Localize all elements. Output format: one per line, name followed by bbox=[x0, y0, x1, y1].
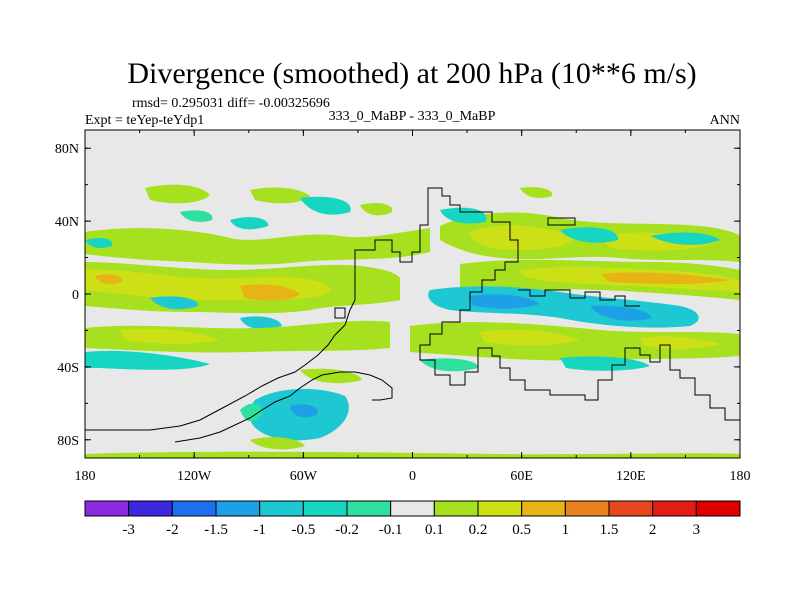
colorbar-swatch bbox=[302, 500, 348, 517]
coastline-island-1 bbox=[334, 307, 346, 319]
colorbar-label: -1.5 bbox=[204, 522, 228, 538]
colorbar-label: -0.1 bbox=[379, 522, 403, 538]
y-tick-labels: 80N 40N 0 40S 80S bbox=[55, 142, 79, 449]
contour-negative bbox=[240, 316, 282, 330]
colorbar-label: -1 bbox=[253, 522, 266, 538]
colorbar-swatch bbox=[608, 500, 654, 517]
colorbar-label: 2 bbox=[649, 522, 657, 538]
coastline-south-america bbox=[174, 371, 393, 443]
y-tick-label: 80N bbox=[55, 142, 79, 157]
contour-positive bbox=[250, 437, 305, 450]
contour-negative bbox=[150, 296, 199, 310]
colorbar-swatch bbox=[477, 500, 523, 517]
expt-label: Expt = teYep-teYdp1 bbox=[85, 113, 204, 128]
y-tick-label: 40S bbox=[57, 361, 79, 376]
x-tick-label: 120E bbox=[616, 469, 646, 484]
contour-negative bbox=[240, 403, 262, 422]
colorbar-swatch bbox=[84, 500, 130, 517]
map-panel: 180 120W 60W 0 60E 120E 180 80N 40N 0 40S 80S bbox=[55, 129, 751, 484]
contour-positive bbox=[470, 225, 573, 250]
colorbar: -3 -2 -1.5 -1 -0.5 -0.2 -0.1 0.1 0.2 0.5 1 1.5 2 3 bbox=[84, 500, 741, 538]
x-tick-label: 60E bbox=[510, 469, 533, 484]
contour-negative bbox=[470, 294, 540, 309]
contour-positive bbox=[240, 284, 300, 301]
colorbar-label: -3 bbox=[122, 522, 135, 538]
colorbar-label: -2 bbox=[166, 522, 179, 538]
contour-negative bbox=[650, 232, 720, 245]
y-tick-label: 40N bbox=[55, 215, 79, 230]
contour-positive bbox=[120, 328, 220, 344]
contour-positive bbox=[520, 187, 553, 198]
colorbar-label: 3 bbox=[693, 522, 701, 538]
colorbar-label: 0.5 bbox=[512, 522, 531, 538]
contour-negative bbox=[230, 217, 269, 230]
colorbar-swatch bbox=[433, 500, 479, 517]
season-label: ANN bbox=[710, 113, 740, 128]
colorbar-swatch bbox=[390, 500, 435, 517]
x-tick-label: 60W bbox=[290, 469, 318, 484]
contour-negative bbox=[560, 227, 619, 243]
x-tick-label: 0 bbox=[409, 469, 416, 484]
contour-positive bbox=[250, 187, 310, 204]
colorbar-label: 0.2 bbox=[469, 522, 488, 538]
colorbar-swatch bbox=[128, 500, 173, 517]
stats-line: rmsd= 0.295031 diff= -0.00325696 bbox=[132, 96, 330, 111]
colorbar-swatch bbox=[652, 500, 697, 517]
colorbar-swatch bbox=[521, 500, 566, 517]
coastlines bbox=[85, 187, 740, 443]
colorbar-label: 1.5 bbox=[600, 522, 619, 538]
colorbar-swatch bbox=[259, 500, 304, 517]
coastline-asia-east bbox=[518, 289, 640, 307]
contour-positive bbox=[145, 184, 210, 204]
contour-negative bbox=[85, 350, 210, 370]
coastline-island-2 bbox=[547, 217, 576, 226]
contour-negative bbox=[590, 305, 652, 321]
contour-negative bbox=[180, 210, 213, 222]
map-ticks bbox=[84, 130, 741, 458]
x-tick-labels: 180 120W 60W 0 60E 120E 180 bbox=[75, 469, 751, 484]
contour-positive bbox=[480, 329, 580, 346]
colorbar-label: -0.2 bbox=[335, 522, 359, 538]
colorbar-swatch bbox=[564, 500, 610, 517]
contour-negative bbox=[290, 404, 319, 418]
colorbar-label: 1 bbox=[562, 522, 570, 538]
contour-positive bbox=[95, 274, 123, 284]
coastline-americas bbox=[85, 299, 356, 431]
x-tick-label: 120W bbox=[177, 469, 212, 484]
contour-positive bbox=[85, 320, 390, 353]
contour-positive bbox=[360, 202, 393, 216]
contour-positive bbox=[85, 228, 430, 265]
y-tick-label: 0 bbox=[72, 288, 79, 303]
colorbar-label: -0.5 bbox=[291, 522, 315, 538]
colorbar-label: 0.1 bbox=[425, 522, 444, 538]
case-label: 333_0_MaBP - 333_0_MaBP bbox=[329, 109, 496, 124]
chart-title: Divergence (smoothed) at 200 hPa (10**6 … bbox=[127, 57, 696, 90]
contour-negative bbox=[85, 238, 113, 248]
contour-positive bbox=[600, 272, 730, 284]
colorbar-swatch bbox=[346, 500, 392, 517]
y-tick-label: 80S bbox=[57, 434, 79, 449]
colorbar-swatch bbox=[171, 500, 217, 517]
x-tick-label: 180 bbox=[75, 469, 96, 484]
colorbar-swatch bbox=[215, 500, 261, 517]
colorbar-swatch bbox=[695, 500, 741, 517]
contour-negative bbox=[560, 356, 650, 371]
contour-negative bbox=[300, 196, 351, 215]
x-tick-label: 180 bbox=[730, 469, 751, 484]
coastline-africa-eurasia bbox=[354, 187, 740, 421]
